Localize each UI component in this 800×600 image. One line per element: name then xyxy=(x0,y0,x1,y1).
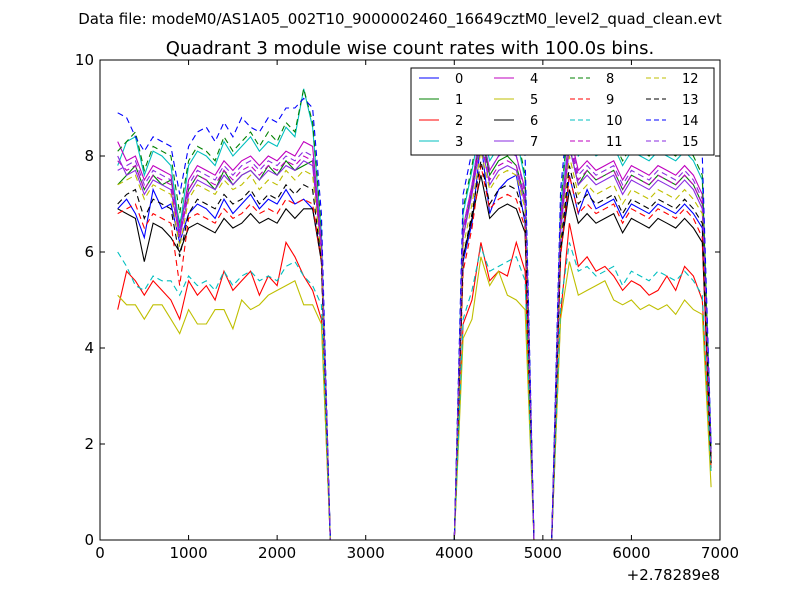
y-tick-label: 0 xyxy=(84,531,94,549)
legend-label-7: 7 xyxy=(530,135,538,150)
plot-frame xyxy=(99,59,721,541)
legend-label-3: 3 xyxy=(455,135,463,150)
x-tick-label: 2000 xyxy=(258,544,296,562)
legend-label-2: 2 xyxy=(455,114,463,129)
legend-label-0: 0 xyxy=(455,72,463,87)
series-line-12 xyxy=(117,151,712,540)
legend-label-1: 1 xyxy=(455,93,463,108)
series-line-9 xyxy=(117,165,712,540)
series-line-11 xyxy=(117,136,712,540)
series-line-6 xyxy=(117,175,712,540)
series-line-13 xyxy=(117,160,712,540)
legend-label-10: 10 xyxy=(606,114,623,129)
x-tick-label: 0 xyxy=(95,544,105,562)
chart-title: Quadrant 3 module wise count rates with … xyxy=(166,38,655,59)
x-tick-label: 1000 xyxy=(169,544,207,562)
legend-label-11: 11 xyxy=(606,135,623,150)
legend-label-15: 15 xyxy=(682,135,699,150)
series-line-7 xyxy=(117,141,712,540)
y-tick-label: 4 xyxy=(84,339,94,357)
legend-label-9: 9 xyxy=(606,93,614,108)
y-tick-label: 2 xyxy=(84,435,94,453)
series-line-0 xyxy=(117,141,712,540)
legend-label-5: 5 xyxy=(530,93,538,108)
series-line-5 xyxy=(117,256,712,540)
legend-label-13: 13 xyxy=(682,93,699,108)
legend-label-14: 14 xyxy=(682,114,699,129)
x-tick-label: 6000 xyxy=(612,544,650,562)
series-line-3 xyxy=(117,88,712,540)
series-line-15 xyxy=(117,127,712,540)
legend-label-8: 8 xyxy=(606,72,614,87)
x-tick-label: 3000 xyxy=(347,544,385,562)
x-tick-label: 4000 xyxy=(435,544,473,562)
series-line-14 xyxy=(117,88,712,540)
series-layer xyxy=(117,88,712,540)
y-tick-label: 8 xyxy=(84,147,94,165)
figure-suptitle: Data file: modeM0/AS1A05_002T10_90000024… xyxy=(78,10,722,29)
y-tick-label: 10 xyxy=(75,51,94,69)
y-tick-label: 6 xyxy=(84,243,94,261)
x-tick-label: 7000 xyxy=(701,544,739,562)
legend-label-4: 4 xyxy=(530,72,538,87)
series-line-10 xyxy=(117,242,712,540)
legend-label-12: 12 xyxy=(682,72,699,87)
x-tick-label: 5000 xyxy=(524,544,562,562)
series-line-2 xyxy=(117,223,712,540)
legend-label-6: 6 xyxy=(530,114,538,129)
x-offset-label: +2.78289e8 xyxy=(627,566,720,584)
